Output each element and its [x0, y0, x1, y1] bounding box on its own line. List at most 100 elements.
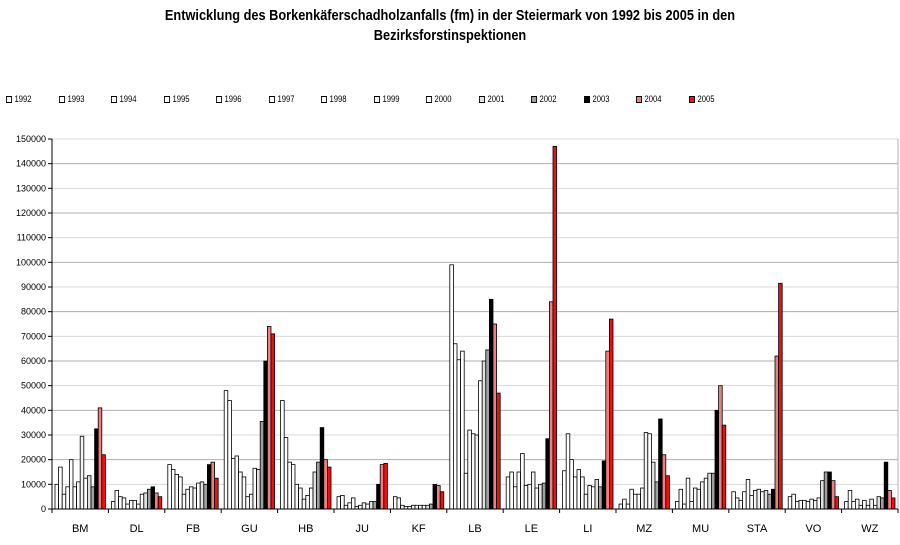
bar — [753, 490, 758, 510]
bar — [778, 282, 783, 510]
bar — [214, 477, 219, 510]
bar — [700, 481, 705, 510]
bar — [192, 487, 197, 510]
bar — [696, 488, 701, 510]
y-tick-label: 60000 — [21, 356, 46, 366]
bar — [298, 487, 303, 510]
bar — [143, 492, 148, 510]
bar — [368, 501, 374, 510]
bar — [305, 495, 310, 510]
bar — [478, 380, 483, 510]
bar — [287, 461, 292, 510]
bar — [873, 504, 878, 510]
bar — [598, 486, 603, 510]
bar — [185, 488, 190, 510]
bar — [121, 497, 127, 510]
bar — [682, 503, 687, 510]
bar — [576, 469, 581, 510]
bar — [647, 433, 652, 510]
bar — [643, 432, 649, 510]
bar — [280, 400, 285, 510]
x-tick-label: WZ — [861, 523, 878, 535]
bar — [154, 492, 159, 510]
legend-item-1992: 1992 — [6, 94, 32, 104]
bar — [125, 503, 130, 510]
bar — [428, 503, 434, 510]
bar — [139, 493, 145, 510]
legend-label: 2002 — [539, 94, 557, 104]
bar — [241, 476, 247, 510]
bar — [569, 459, 574, 510]
bar-group-DL — [111, 486, 163, 510]
bar — [199, 481, 205, 510]
bar — [463, 472, 469, 510]
bar — [467, 429, 472, 510]
bar — [157, 496, 163, 510]
bar — [820, 480, 825, 510]
bar — [150, 486, 155, 510]
bar — [452, 343, 458, 510]
bar — [587, 485, 592, 510]
bar — [731, 491, 736, 510]
bar — [629, 488, 634, 510]
bar — [658, 418, 663, 510]
bar — [855, 498, 860, 510]
bar — [678, 488, 683, 510]
legend-item-1996: 1996 — [216, 94, 242, 104]
bar — [742, 491, 747, 510]
bar — [283, 437, 289, 510]
bar — [449, 264, 454, 510]
y-tick-label: 100000 — [16, 257, 46, 267]
bar — [256, 469, 261, 510]
chart-title-line-1: Entwicklung des Borkenkäferschadholzanfa… — [164, 8, 736, 24]
x-tick-label: BM — [72, 523, 89, 535]
bar — [496, 392, 501, 510]
y-tick-label: 120000 — [16, 208, 46, 218]
bar — [651, 461, 656, 510]
bar — [661, 454, 667, 510]
x-tick-label: HB — [298, 523, 313, 535]
bar — [372, 501, 377, 510]
chart-title: Entwicklung des Borkenkäferschadholzanfa… — [54, 6, 846, 46]
legend-label: 1996 — [224, 94, 242, 104]
bar — [252, 467, 257, 510]
x-tick-label: LI — [583, 523, 592, 535]
legend-swatch — [163, 95, 170, 103]
bar — [689, 501, 694, 510]
bar — [485, 349, 490, 510]
bar — [432, 483, 437, 510]
bar — [181, 493, 187, 510]
bar — [802, 499, 807, 510]
bar — [813, 499, 818, 510]
bar-group-BM — [54, 407, 106, 510]
x-tick-label: GU — [241, 523, 258, 535]
bar — [456, 359, 461, 510]
bar — [340, 495, 345, 510]
bar — [350, 497, 356, 510]
bar — [79, 435, 85, 510]
bar — [749, 495, 754, 510]
bar — [376, 483, 381, 510]
bar — [319, 427, 325, 510]
legend-swatch — [58, 95, 65, 103]
bar — [601, 460, 607, 510]
bar — [294, 483, 299, 510]
legend-swatch — [478, 95, 485, 103]
bar — [301, 498, 307, 510]
bar — [795, 501, 800, 510]
bar-group-LI — [562, 318, 614, 510]
bar — [188, 486, 194, 510]
bar — [234, 455, 239, 510]
x-tick-label: VO — [805, 523, 821, 535]
bar — [685, 477, 691, 510]
legend-label: 2003 — [592, 94, 610, 104]
bar-group-LB — [449, 264, 501, 510]
bar — [541, 482, 547, 510]
bar — [167, 464, 172, 510]
bar — [69, 459, 74, 510]
bar — [170, 469, 176, 510]
bar — [308, 487, 314, 510]
bar — [552, 145, 557, 510]
bar — [721, 424, 727, 510]
